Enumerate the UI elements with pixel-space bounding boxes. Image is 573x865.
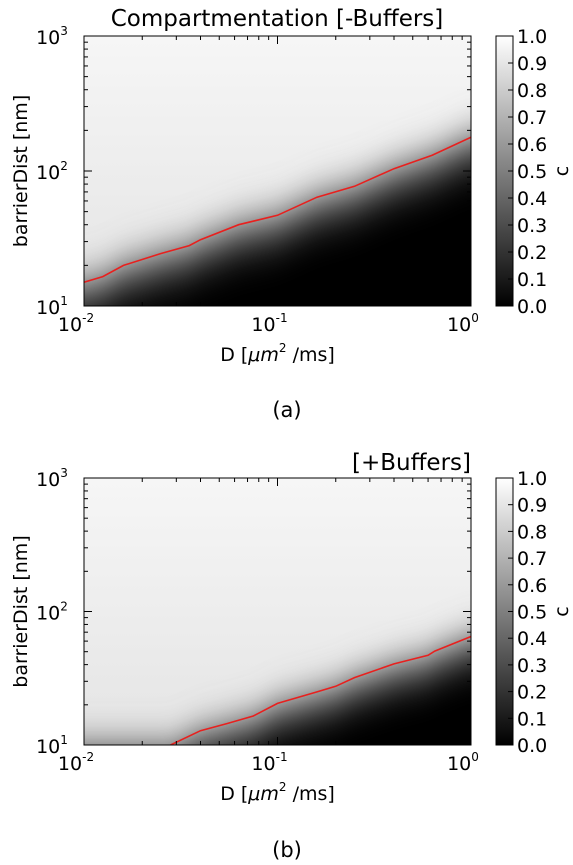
y-tick-label: 101 — [36, 733, 68, 758]
colorbar-tick-label: 0.9 — [517, 53, 547, 75]
colorbar-tick-label: 0.8 — [517, 80, 547, 102]
panel-b: 10-2 10-1 100 101 102 103 [+Buffers] D [μm2 /ms… — [10, 450, 573, 805]
caption-a: (a) — [272, 398, 301, 422]
y-axis-label: barrierDist [nm] — [10, 535, 32, 687]
colorbar-tick-label: 0.6 — [517, 575, 547, 597]
caption-b: (b) — [272, 838, 302, 862]
colorbar-tick-label: 0.0 — [517, 296, 547, 318]
colorbar-tick-label: 0.8 — [517, 521, 547, 543]
colorbar-tick-label: 1.0 — [517, 26, 547, 48]
contour-line — [170, 635, 471, 745]
colorbar-tick-label: 0.2 — [517, 242, 547, 264]
colorbar-tick-label: 0.9 — [517, 495, 547, 517]
heatmap-dark-region — [229, 658, 471, 745]
colorbar-tick-label: 0.6 — [517, 134, 547, 156]
colorbar-label: c — [551, 166, 573, 176]
x-tick-label: 100 — [447, 750, 479, 775]
y-tick-label: 103 — [36, 24, 68, 49]
colorbar-label: c — [551, 606, 573, 616]
chart-title: [+Buffers] — [352, 450, 471, 476]
heatmap-field — [84, 137, 471, 306]
colorbar-tick-label: 0.0 — [517, 735, 547, 757]
heatmap-field — [84, 636, 471, 745]
chart-title: Compartmentation [-Buffers] — [111, 6, 444, 32]
y-tick-label: 102 — [36, 600, 68, 625]
colorbar-tick-label: 0.7 — [517, 107, 547, 129]
contour-line — [84, 136, 471, 283]
colorbar-tick-label: 0.3 — [517, 215, 547, 237]
colorbar-tick-label: 0.7 — [517, 548, 547, 570]
axis-ticks — [83, 35, 472, 307]
colorbar-tick-label: 1.0 — [517, 468, 547, 490]
x-axis-label: D [μm2 /ms] — [220, 780, 335, 805]
colorbar-tick-label: 0.1 — [517, 708, 547, 730]
y-tick-label: 103 — [36, 466, 68, 491]
panel-a: 10-2 10-1 100 101 102 103 Compartmentation [-B… — [10, 6, 573, 366]
y-tick-label: 102 — [36, 159, 68, 184]
colorbar-tick-label: 0.1 — [517, 269, 547, 291]
colorbar-tick-label: 0.5 — [517, 161, 547, 183]
y-axis-label: barrierDist [nm] — [10, 95, 32, 247]
colorbar-tick-label: 0.2 — [517, 682, 547, 704]
x-tick-label: 10-1 — [251, 750, 287, 775]
x-tick-label: 10-2 — [58, 750, 94, 775]
colorbar-tick-label: 0.3 — [517, 655, 547, 677]
x-axis-label: D [μm2 /ms] — [220, 341, 335, 366]
colorbar-tick-label: 0.5 — [517, 602, 547, 624]
x-tick-label: 100 — [447, 311, 479, 336]
heatmap-dark-region — [84, 159, 471, 306]
x-tick-label: 10-2 — [58, 311, 94, 336]
axis-ticks — [83, 477, 472, 746]
colorbar-tick-label: 0.4 — [517, 188, 547, 210]
x-tick-label: 10-1 — [251, 311, 287, 336]
y-tick-label: 101 — [36, 294, 68, 319]
colorbar-tick-label: 0.4 — [517, 628, 547, 650]
